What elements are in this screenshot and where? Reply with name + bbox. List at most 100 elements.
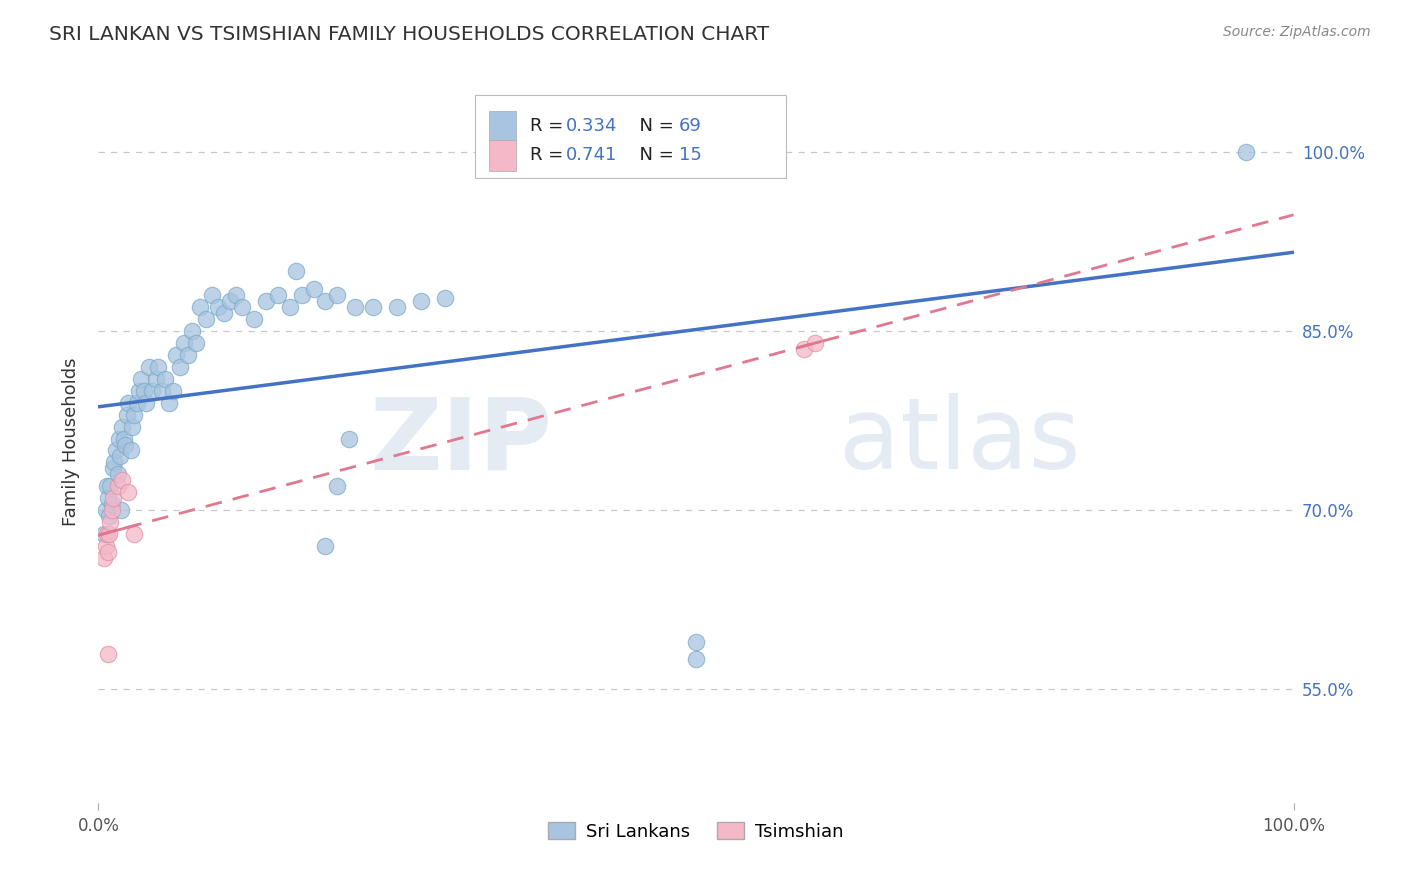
Text: Source: ZipAtlas.com: Source: ZipAtlas.com — [1223, 25, 1371, 39]
Point — [155, 372, 177, 386]
Point — [124, 527, 146, 541]
Text: 69: 69 — [679, 117, 702, 135]
Point — [219, 294, 242, 309]
Point — [101, 461, 124, 475]
Text: 15: 15 — [679, 146, 702, 164]
Point — [138, 359, 160, 374]
Point — [117, 395, 139, 409]
Point — [207, 300, 229, 314]
Point — [128, 384, 150, 398]
Point — [112, 432, 135, 446]
Point — [101, 491, 124, 506]
Point — [135, 395, 157, 409]
Point — [177, 348, 200, 362]
Point — [111, 419, 134, 434]
Point — [94, 503, 117, 517]
Point — [195, 312, 218, 326]
Point — [105, 443, 128, 458]
Point — [131, 372, 153, 386]
Point — [315, 539, 337, 553]
Point — [107, 467, 129, 482]
Point — [110, 503, 132, 517]
Text: SRI LANKAN VS TSIMSHIAN FAMILY HOUSEHOLDS CORRELATION CHART: SRI LANKAN VS TSIMSHIAN FAMILY HOUSEHOLD… — [49, 25, 769, 44]
Point — [315, 294, 337, 309]
Point — [148, 359, 170, 374]
Point — [173, 336, 195, 351]
Point — [188, 300, 211, 314]
Point — [97, 491, 120, 506]
Point — [278, 300, 301, 314]
Point — [685, 652, 707, 666]
Legend: Sri Lankans, Tsimshian: Sri Lankans, Tsimshian — [541, 814, 851, 848]
Point — [98, 509, 121, 524]
Point — [96, 527, 118, 541]
Point — [97, 545, 120, 559]
Text: 0.334: 0.334 — [565, 117, 617, 135]
Point — [411, 294, 433, 309]
Point — [100, 503, 122, 517]
Point — [100, 497, 122, 511]
Point — [363, 300, 385, 314]
Point — [685, 634, 707, 648]
Point — [125, 395, 148, 409]
Point — [243, 312, 266, 326]
Point — [225, 288, 247, 302]
Point — [108, 450, 131, 464]
Point — [385, 300, 409, 314]
Text: atlas: atlas — [839, 393, 1081, 490]
Point — [141, 384, 163, 398]
Y-axis label: Family Households: Family Households — [62, 358, 80, 525]
Point — [284, 264, 307, 278]
Point — [120, 443, 142, 458]
Point — [98, 479, 122, 493]
Point — [132, 384, 155, 398]
Point — [103, 455, 125, 469]
Point — [117, 485, 139, 500]
Point — [267, 288, 290, 302]
Point — [302, 282, 325, 296]
Point — [201, 288, 224, 302]
Point — [97, 647, 120, 661]
Point — [150, 384, 173, 398]
Point — [326, 479, 349, 493]
Text: N =: N = — [628, 146, 679, 164]
Point — [793, 342, 815, 356]
FancyBboxPatch shape — [489, 111, 516, 141]
Point — [291, 288, 314, 302]
Point — [162, 384, 184, 398]
Text: R =: R = — [530, 146, 569, 164]
Point — [339, 432, 361, 446]
Point — [157, 395, 180, 409]
Point — [231, 300, 253, 314]
Point — [93, 527, 115, 541]
Text: R =: R = — [530, 117, 569, 135]
FancyBboxPatch shape — [489, 140, 516, 170]
Text: 0.741: 0.741 — [565, 146, 617, 164]
Point — [326, 288, 349, 302]
Point — [111, 474, 134, 488]
Text: N =: N = — [628, 117, 679, 135]
Point — [212, 306, 235, 320]
Point — [124, 408, 146, 422]
Point — [165, 348, 187, 362]
Point — [434, 291, 457, 305]
Point — [93, 551, 115, 566]
Point — [107, 479, 129, 493]
Point — [94, 539, 117, 553]
Point — [145, 372, 167, 386]
Point — [115, 408, 138, 422]
Text: ZIP: ZIP — [370, 393, 553, 490]
Point — [180, 324, 202, 338]
Point — [98, 527, 121, 541]
Point — [121, 419, 143, 434]
Point — [804, 336, 827, 351]
Point — [169, 359, 191, 374]
Point — [98, 515, 122, 529]
Point — [107, 432, 129, 446]
Point — [344, 300, 367, 314]
Point — [114, 437, 136, 451]
Point — [254, 294, 277, 309]
Point — [96, 479, 118, 493]
FancyBboxPatch shape — [475, 95, 786, 178]
Point — [186, 336, 208, 351]
